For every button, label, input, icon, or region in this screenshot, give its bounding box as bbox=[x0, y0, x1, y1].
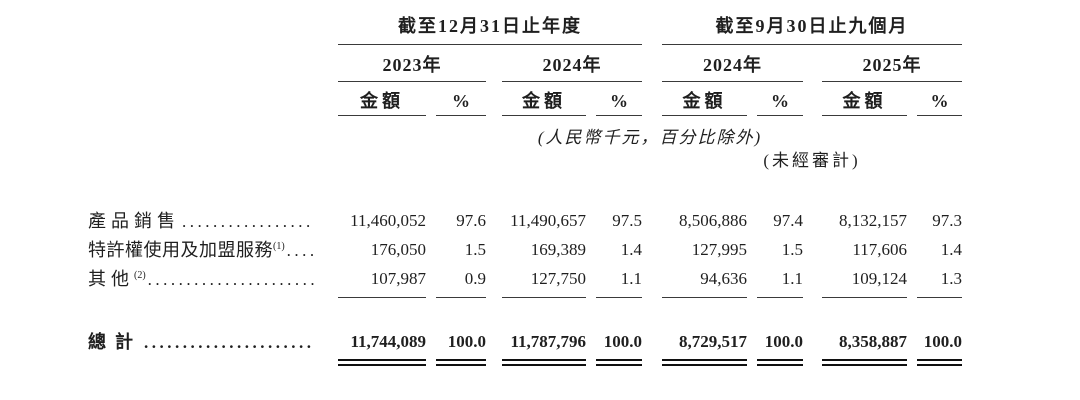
percent-cell: 1.1 bbox=[596, 265, 642, 298]
amount-cell: 127,995 bbox=[691, 240, 747, 259]
total-percent-cell: 100.0 bbox=[917, 330, 962, 366]
amount-column-header: 金額 bbox=[338, 90, 426, 116]
total-percent-cell: 100.0 bbox=[436, 330, 486, 366]
row-label: 產品銷售 ...................................… bbox=[88, 207, 338, 236]
period-header-annual: 截至12月31日止年度 bbox=[338, 14, 642, 45]
table-row-others: 其他(2) ..................................… bbox=[88, 265, 1080, 298]
period-header-nine-months: 截至9月30日止九個月 bbox=[662, 14, 962, 45]
amount-cell: 94,636 bbox=[662, 265, 747, 298]
year-header-9m-2024: 2024年 bbox=[662, 54, 803, 82]
total-amount-cell: 8,358,887 bbox=[822, 330, 907, 366]
percent-cell: 1.4 bbox=[940, 240, 962, 259]
amount-column-header: 金額 bbox=[502, 90, 586, 116]
percent-cell: 1.3 bbox=[917, 265, 962, 298]
year-header-9m-2025: 2025年 bbox=[822, 54, 962, 82]
total-percent-cell: 100.0 bbox=[757, 330, 803, 366]
row-label: 特許權使用及加盟服務(1) ..........................… bbox=[88, 236, 338, 265]
percent-cell: 97.4 bbox=[773, 211, 803, 230]
amount-column-header: 金額 bbox=[822, 90, 907, 116]
table-header-periods: 截至12月31日止年度 截至9月30日止九個月 bbox=[88, 14, 1080, 45]
total-amount-cell: 11,744,089 bbox=[338, 330, 426, 366]
row-label-text: 總計 bbox=[88, 332, 142, 352]
percent-cell: 1.4 bbox=[620, 240, 642, 259]
year-header-2024: 2024年 bbox=[502, 54, 642, 82]
percent-column-header: % bbox=[757, 90, 803, 116]
row-label-text: 特許權使用及加盟服務(1) bbox=[88, 240, 285, 260]
amount-cell: 169,389 bbox=[530, 240, 586, 259]
percent-cell: 0.9 bbox=[436, 265, 486, 298]
amount-cell: 8,506,886 bbox=[679, 211, 747, 230]
percent-cell: 97.3 bbox=[932, 211, 962, 230]
amount-column-header: 金額 bbox=[662, 90, 747, 116]
row-label-text: 其他(2) bbox=[88, 269, 146, 289]
row-label: 總計 .....................................… bbox=[88, 330, 338, 361]
footnote-marker: (1) bbox=[273, 241, 285, 252]
dot-leader: ........................................… bbox=[144, 333, 314, 352]
table-body: 產品銷售 ...................................… bbox=[88, 207, 1080, 298]
percent-column-header: % bbox=[596, 90, 642, 116]
dot-leader: ........................................… bbox=[147, 270, 314, 289]
dot-leader: ........................................… bbox=[286, 241, 314, 260]
amount-cell: 127,750 bbox=[502, 265, 586, 298]
currency-note-row: (人民幣千元，百分比除外) bbox=[88, 127, 1080, 149]
unaudited-note: (未經審計) bbox=[763, 151, 861, 170]
percent-column-header: % bbox=[436, 90, 486, 116]
percent-cell: 1.5 bbox=[781, 240, 803, 259]
amount-cell: 176,050 bbox=[370, 240, 426, 259]
row-label-text: 產品銷售 bbox=[88, 211, 180, 231]
footnote-marker: (2) bbox=[134, 270, 146, 281]
percent-column-header: % bbox=[917, 90, 962, 116]
unaudited-note-row: (未經審計) bbox=[88, 149, 1080, 173]
total-amount-cell: 11,787,796 bbox=[502, 330, 586, 366]
amount-cell: 109,124 bbox=[822, 265, 907, 298]
amount-cell: 107,987 bbox=[338, 265, 426, 298]
row-label: 其他(2) ..................................… bbox=[88, 265, 338, 298]
total-amount-cell: 8,729,517 bbox=[662, 330, 747, 366]
percent-cell: 97.5 bbox=[612, 211, 642, 230]
amount-cell: 117,606 bbox=[852, 240, 907, 259]
percent-cell: 1.5 bbox=[464, 240, 486, 259]
table-row-product-sales: 產品銷售 ...................................… bbox=[88, 207, 1080, 236]
percent-cell: 97.6 bbox=[456, 211, 486, 230]
table-row-franchise-services: 特許權使用及加盟服務(1) ..........................… bbox=[88, 236, 1080, 265]
table-row-total: 總計 .....................................… bbox=[88, 330, 1080, 366]
dot-leader: ........................................… bbox=[182, 212, 314, 231]
year-header-2023: 2023年 bbox=[338, 54, 486, 82]
amount-cell: 11,490,657 bbox=[510, 211, 586, 230]
amount-cell: 8,132,157 bbox=[839, 211, 907, 230]
currency-note: (人民幣千元，百分比除外) bbox=[537, 128, 763, 147]
table-header-columns: 金額 % 金額 % 金額 % 金額 % bbox=[88, 90, 1080, 116]
table-header-years: 2023年 2024年 2024年 2025年 bbox=[88, 54, 1080, 82]
amount-cell: 11,460,052 bbox=[350, 211, 426, 230]
total-percent-cell: 100.0 bbox=[596, 330, 642, 366]
percent-cell: 1.1 bbox=[757, 265, 803, 298]
